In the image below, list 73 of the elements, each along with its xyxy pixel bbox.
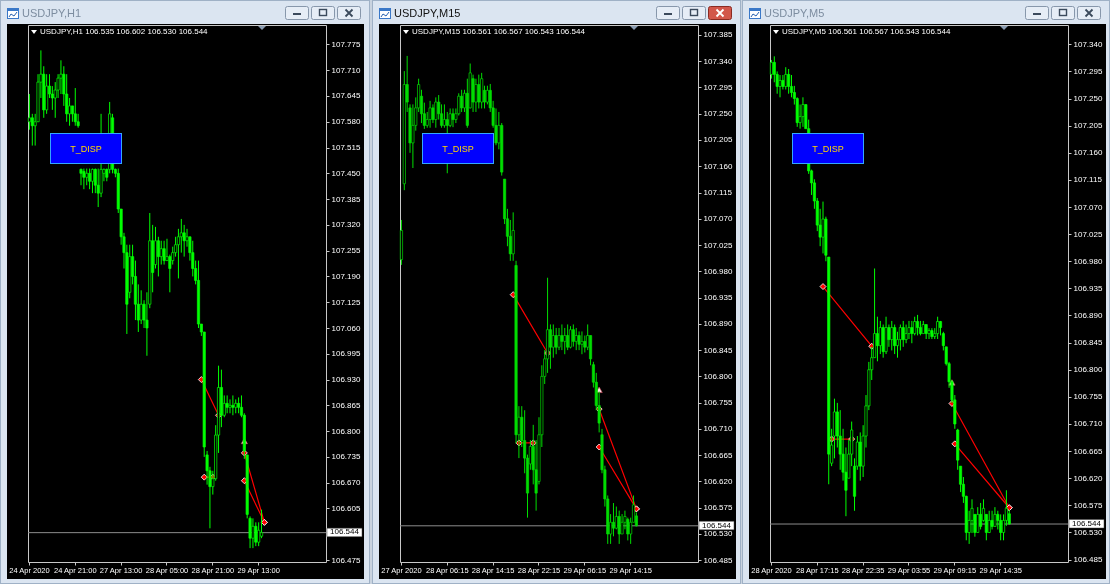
y-tick-label: 107.320 <box>331 220 361 230</box>
y-tick-label: 107.250 <box>1073 94 1103 104</box>
y-tick-label: 106.620 <box>703 476 733 486</box>
y-tick-label: 106.935 <box>1073 283 1103 293</box>
y-tick-label: 107.250 <box>703 109 733 119</box>
y-tick-label: 106.800 <box>703 371 733 381</box>
y-tick-label: 107.115 <box>703 188 733 198</box>
y-tick-label: 106.605 <box>331 503 361 513</box>
y-tick-label: 106.755 <box>703 398 733 408</box>
y-tick-label: 106.530 <box>703 529 733 539</box>
y-tick-label: 106.485 <box>703 555 733 565</box>
y-tick-label: 106.890 <box>1073 311 1103 320</box>
y-tick-label: 107.205 <box>703 135 733 145</box>
y-tick-label: 106.935 <box>703 293 733 303</box>
y-tick-label: 106.710 <box>1073 419 1103 429</box>
chart-subtitle: USDJPY,M15 106.561 106.567 106.543 106.544 <box>412 27 585 36</box>
button: T_DISP <box>792 133 864 164</box>
y-tick-label: 107.060 <box>331 323 361 333</box>
y-tick-label: 107.190 <box>331 271 361 281</box>
chart-subtitle: USDJPY,H1 106.535 106.602 106.530 106.544 <box>40 27 208 36</box>
y-tick-label: 107.515 <box>331 143 361 153</box>
y-tick-label: 106.710 <box>703 424 733 434</box>
y-tick-label: 107.710 <box>331 65 361 75</box>
y-tick-label: 106.890 <box>703 319 733 329</box>
y-tick-label: 107.025 <box>1073 229 1103 239</box>
ref-line-label: 106.544 <box>330 527 360 537</box>
y-tick-label: 106.735 <box>331 452 361 462</box>
y-tick-label: 106.845 <box>703 345 733 355</box>
y-tick-label: 107.385 <box>331 194 361 204</box>
y-tick-label: 107.340 <box>703 56 733 66</box>
y-tick-label: 107.205 <box>1073 121 1103 131</box>
y-tick-label: 107.645 <box>331 91 361 101</box>
chart-title: USDJPY,M5 <box>764 7 825 19</box>
y-tick-label: 106.865 <box>331 400 361 410</box>
chart-title: USDJPY,H1 <box>22 7 82 19</box>
y-tick-label: 107.295 <box>703 82 733 92</box>
y-tick-label: 106.980 <box>1073 256 1103 266</box>
button: T_DISP <box>422 133 494 164</box>
y-tick-label: 107.125 <box>331 297 361 307</box>
y-tick-label: 106.800 <box>1073 365 1103 375</box>
y-tick-label: 107.295 <box>1073 66 1103 76</box>
y-tick-label: 106.575 <box>1073 500 1103 510</box>
y-tick-label: 107.580 <box>331 117 361 127</box>
y-tick-label: 107.385 <box>703 30 733 40</box>
y-tick-label: 106.530 <box>1073 527 1103 537</box>
y-tick-label: 107.160 <box>1073 148 1103 158</box>
y-tick-label: 107.450 <box>331 168 361 178</box>
chart-title: USDJPY,M15 <box>394 7 461 19</box>
y-tick-label: 107.115 <box>1073 175 1103 185</box>
y-tick-label: 106.575 <box>703 503 733 513</box>
y-tick-label: 106.475 <box>331 555 361 565</box>
y-tick-label: 107.160 <box>703 161 733 171</box>
y-tick-label: 106.485 <box>1073 555 1103 565</box>
y-tick-label: 107.070 <box>1073 202 1103 212</box>
y-tick-label: 106.620 <box>1073 473 1103 483</box>
button: T_DISP <box>50 133 122 164</box>
y-tick-label: 106.845 <box>1073 338 1103 348</box>
y-tick-label: 107.775 <box>331 39 361 49</box>
y-tick-label: 106.665 <box>703 450 733 460</box>
y-tick-label: 106.755 <box>1073 392 1103 402</box>
ref-line-label: 106.544 <box>702 520 732 530</box>
y-tick-label: 107.025 <box>703 240 733 250</box>
y-tick-label: 106.665 <box>1073 446 1103 456</box>
y-tick-label: 106.800 <box>331 426 361 436</box>
y-tick-label: 107.255 <box>331 246 361 256</box>
y-tick-label: 106.980 <box>703 266 733 276</box>
y-tick-label: 106.995 <box>331 349 361 359</box>
y-tick-label: 106.930 <box>331 375 361 385</box>
y-tick-label: 106.670 <box>331 478 361 488</box>
ref-line-label: 106.544 <box>1072 518 1102 528</box>
y-tick-label: 107.070 <box>703 214 733 224</box>
y-tick-label: 107.340 <box>1073 39 1103 49</box>
chart-subtitle: USDJPY,M5 106.561 106.567 106.543 106.544 <box>782 27 951 36</box>
